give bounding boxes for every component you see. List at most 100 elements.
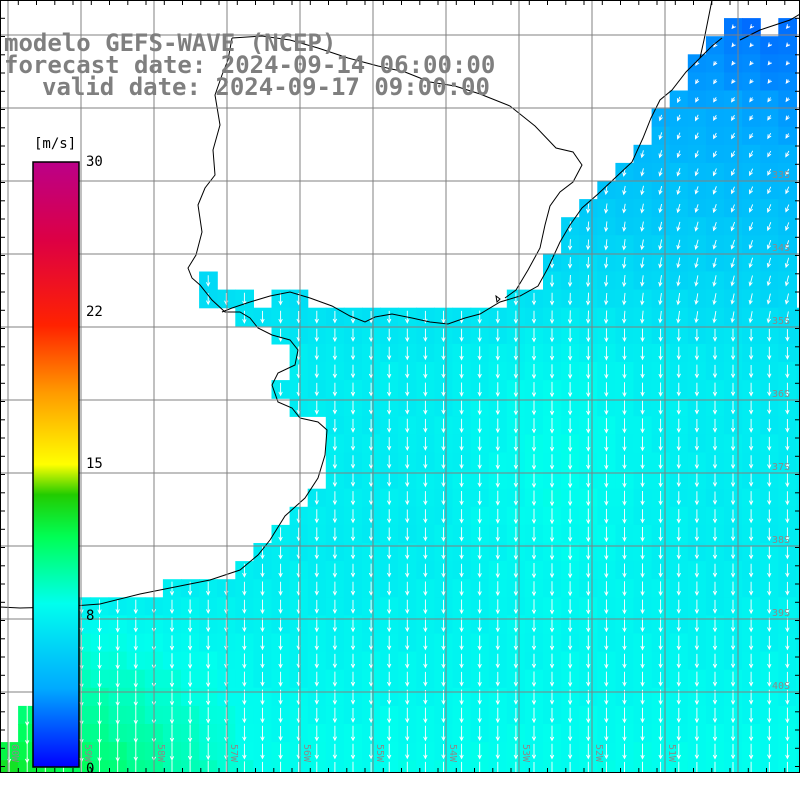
wind-arrow	[567, 743, 573, 760]
wind-arrow	[712, 473, 718, 488]
wind-arrow	[205, 275, 211, 287]
wind-arrow	[767, 581, 772, 596]
wind-arrow	[640, 203, 645, 214]
wind-arrow	[604, 239, 609, 251]
wind-arrow	[766, 239, 772, 250]
wind-arrow	[405, 509, 410, 524]
wind-arrow	[676, 400, 681, 415]
wind-arrow	[748, 400, 754, 415]
wind-arrow	[133, 599, 138, 615]
wind-arrow	[694, 473, 700, 488]
wind-arrow	[748, 329, 754, 342]
wind-arrow	[441, 653, 446, 669]
wind-arrow	[749, 42, 754, 48]
wind-arrow	[785, 635, 790, 651]
wind-arrow	[585, 310, 591, 324]
wind-arrow	[115, 688, 120, 707]
wind-arrow	[423, 635, 428, 651]
wind-arrow	[531, 743, 537, 760]
wind-arrow	[622, 257, 627, 269]
wind-arrow	[459, 364, 464, 379]
wind-arrow	[730, 563, 736, 578]
wind-arrow	[658, 491, 663, 506]
wind-arrow	[477, 635, 482, 651]
wind-arrow	[441, 400, 446, 415]
wind-arrow	[749, 133, 754, 140]
wind-arrow	[368, 671, 374, 687]
wind-arrow	[332, 653, 338, 669]
wind-arrow	[676, 455, 681, 470]
wind-arrow	[531, 707, 537, 724]
wind-arrow	[730, 743, 736, 760]
wind-arrow	[731, 150, 735, 158]
wind-arrow	[441, 725, 446, 742]
wind-arrow	[658, 221, 663, 232]
wind-arrow	[477, 743, 482, 760]
wind-arrow	[242, 599, 247, 614]
wind-arrow	[604, 653, 609, 669]
wind-arrow	[658, 168, 663, 177]
wind-arrow	[767, 186, 772, 195]
wind-arrow	[332, 635, 338, 651]
wind-arrow	[640, 545, 645, 560]
wind-arrow	[423, 382, 428, 397]
wind-arrow	[730, 725, 736, 742]
wind-arrow	[658, 257, 663, 269]
wind-arrow	[332, 563, 338, 578]
wind-arrow	[441, 418, 446, 434]
wind-arrow	[314, 346, 319, 361]
wind-arrow	[694, 168, 699, 177]
wind-arrow	[622, 418, 627, 434]
wind-arrow	[97, 635, 102, 652]
wind-arrow	[513, 526, 519, 543]
wind-arrow	[712, 400, 718, 415]
wind-arrow	[730, 581, 736, 596]
wind-arrow	[242, 653, 247, 669]
wind-arrow	[350, 473, 356, 487]
wind-arrow	[531, 725, 537, 742]
wind-arrow	[567, 310, 573, 325]
wind-arrow	[549, 472, 555, 488]
wind-arrow	[549, 346, 555, 361]
wind-arrow	[242, 292, 247, 306]
wind-arrow	[730, 293, 735, 305]
wind-arrow	[658, 150, 663, 159]
wind-arrow	[586, 653, 591, 669]
wind-arrow	[767, 60, 773, 66]
wind-arrow	[26, 757, 28, 773]
wind-arrow	[423, 400, 428, 415]
wind-arrow	[658, 545, 663, 560]
wind-arrow	[604, 328, 609, 343]
wind-arrow	[767, 97, 772, 103]
wind-arrow	[604, 725, 609, 742]
wind-arrow	[785, 364, 790, 379]
wind-arrow	[187, 617, 193, 633]
wind-arrow	[495, 653, 500, 669]
wind-arrow	[495, 346, 500, 361]
wind-arrow	[712, 186, 717, 195]
wind-arrow	[694, 437, 700, 451]
wind-arrow	[622, 563, 627, 578]
wind-arrow	[169, 742, 175, 761]
wind-arrow	[730, 671, 736, 687]
wind-arrow	[314, 545, 319, 560]
wind-arrow	[604, 364, 609, 379]
wind-arrow	[731, 132, 736, 140]
wind-arrow	[549, 508, 555, 525]
wind-cell	[796, 362, 800, 381]
wind-arrow	[604, 599, 609, 615]
wind-arrow	[642, 761, 644, 773]
wind-arrow	[260, 563, 265, 578]
wind-arrow	[785, 115, 790, 121]
wind-arrow	[368, 491, 374, 506]
wind-arrow	[278, 743, 283, 760]
wind-arrow	[495, 527, 500, 542]
wind-arrow	[278, 653, 283, 669]
wind-arrow	[748, 365, 754, 379]
longitude-labels: 60W 59W 58W 57W 56W 55W 54W 53W 52W 51W	[9, 744, 677, 763]
latitude-labels: 33S 34S 35S 36S 37S 38S 39S 40S	[772, 170, 790, 692]
wind-arrow	[785, 419, 790, 433]
wind-cell	[796, 416, 800, 435]
wind-arrow	[187, 706, 193, 725]
wind-arrow	[676, 221, 681, 232]
